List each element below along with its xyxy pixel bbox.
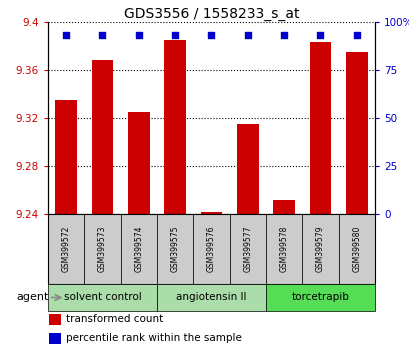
Text: GSM399572: GSM399572 xyxy=(61,226,70,272)
Text: transformed count: transformed count xyxy=(65,314,162,324)
Bar xyxy=(265,284,374,311)
Bar xyxy=(48,284,157,311)
Title: GDS3556 / 1558233_s_at: GDS3556 / 1558233_s_at xyxy=(124,7,299,21)
Bar xyxy=(84,214,120,284)
Text: GSM399579: GSM399579 xyxy=(315,226,324,272)
Bar xyxy=(48,214,84,284)
Bar xyxy=(55,100,77,214)
Bar xyxy=(164,40,186,214)
Bar xyxy=(91,61,113,214)
Point xyxy=(63,33,69,38)
Point xyxy=(244,33,250,38)
Bar xyxy=(49,333,61,344)
Bar xyxy=(301,214,338,284)
Bar xyxy=(128,112,149,214)
Text: GSM399575: GSM399575 xyxy=(170,226,179,272)
Bar xyxy=(345,52,367,214)
Point xyxy=(280,33,287,38)
Point xyxy=(99,33,106,38)
Bar xyxy=(200,212,222,214)
Text: GSM399577: GSM399577 xyxy=(243,226,252,272)
Text: percentile rank within the sample: percentile rank within the sample xyxy=(65,333,241,343)
Bar xyxy=(193,214,229,284)
Point xyxy=(171,33,178,38)
Point xyxy=(353,33,359,38)
Bar xyxy=(236,124,258,214)
Bar xyxy=(229,214,265,284)
Text: torcetrapib: torcetrapib xyxy=(291,292,348,303)
Bar xyxy=(157,214,193,284)
Point xyxy=(208,33,214,38)
Text: GSM399576: GSM399576 xyxy=(207,226,216,272)
Bar xyxy=(338,214,374,284)
Text: GSM399574: GSM399574 xyxy=(134,226,143,272)
Bar xyxy=(49,314,61,325)
Bar xyxy=(265,214,301,284)
Bar xyxy=(120,214,157,284)
Bar xyxy=(157,284,265,311)
Text: GSM399580: GSM399580 xyxy=(351,226,360,272)
Bar xyxy=(309,42,330,214)
Text: angiotensin II: angiotensin II xyxy=(176,292,246,303)
Bar xyxy=(273,200,294,214)
Text: solvent control: solvent control xyxy=(63,292,141,303)
Point xyxy=(135,33,142,38)
Point xyxy=(317,33,323,38)
Text: agent: agent xyxy=(16,292,49,303)
Text: GSM399578: GSM399578 xyxy=(279,226,288,272)
Text: GSM399573: GSM399573 xyxy=(98,226,107,272)
